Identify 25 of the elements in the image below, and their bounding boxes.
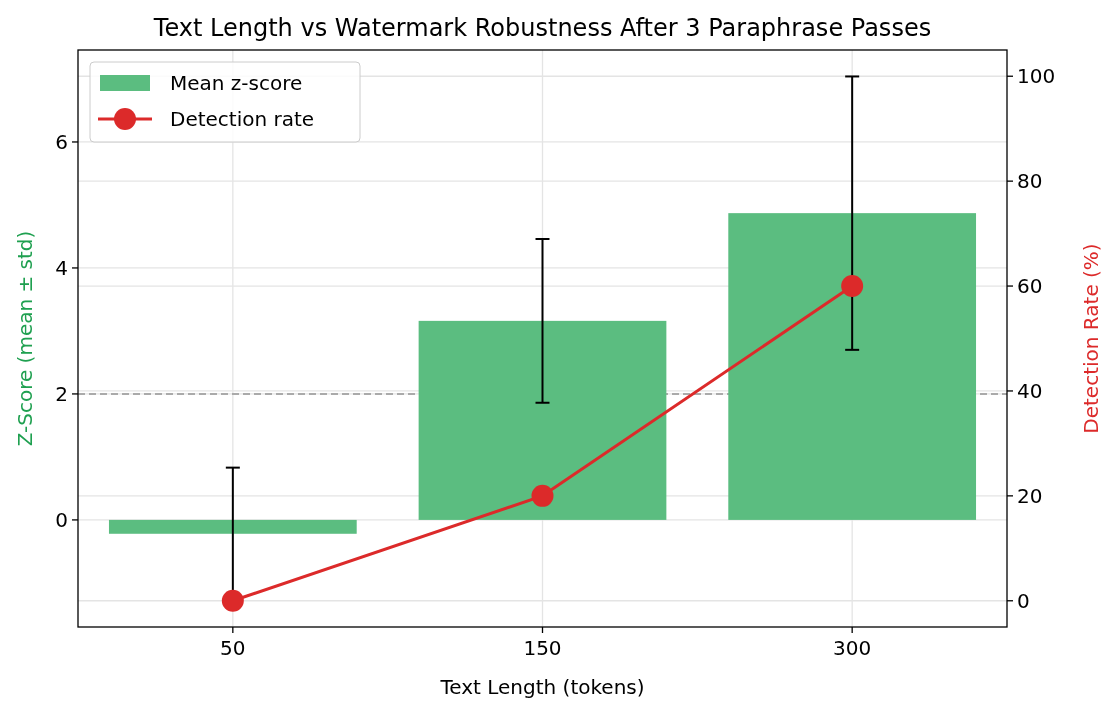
- bar: [728, 213, 977, 520]
- y-tick-label: 6: [55, 129, 68, 154]
- point: [531, 484, 554, 507]
- y2-tick-label: 80: [1017, 169, 1043, 194]
- x-tick-label: 50: [220, 636, 246, 660]
- bar: [418, 320, 667, 520]
- x-axis-title: Text Length (tokens): [439, 675, 645, 699]
- chart-title: Text Length vs Watermark Robustness After 3 Paraphrase Passes: [152, 14, 932, 42]
- point: [841, 275, 864, 298]
- point: [221, 589, 244, 612]
- x-tick-label: 150: [523, 636, 562, 660]
- y2-tick-label: 0: [1017, 588, 1030, 613]
- y-tick-label: 0: [55, 507, 68, 532]
- y2-tick-label: 60: [1017, 274, 1043, 299]
- y-tick-label: 2: [55, 381, 68, 406]
- y2-tick-label: 100: [1017, 64, 1056, 89]
- x-tick-label: 300: [833, 636, 872, 660]
- legend-label: Detection rate: [170, 107, 315, 131]
- y-tick-label: 4: [55, 255, 68, 280]
- y2-tick-label: 20: [1017, 483, 1043, 508]
- bar: [108, 519, 357, 534]
- y-axis-title: Z-Score (mean ± std): [13, 230, 37, 447]
- y2-tick-label: 40: [1017, 378, 1043, 403]
- y2-axis-title: Detection Rate (%): [1079, 243, 1103, 434]
- legend-label: Mean z-score: [170, 71, 303, 95]
